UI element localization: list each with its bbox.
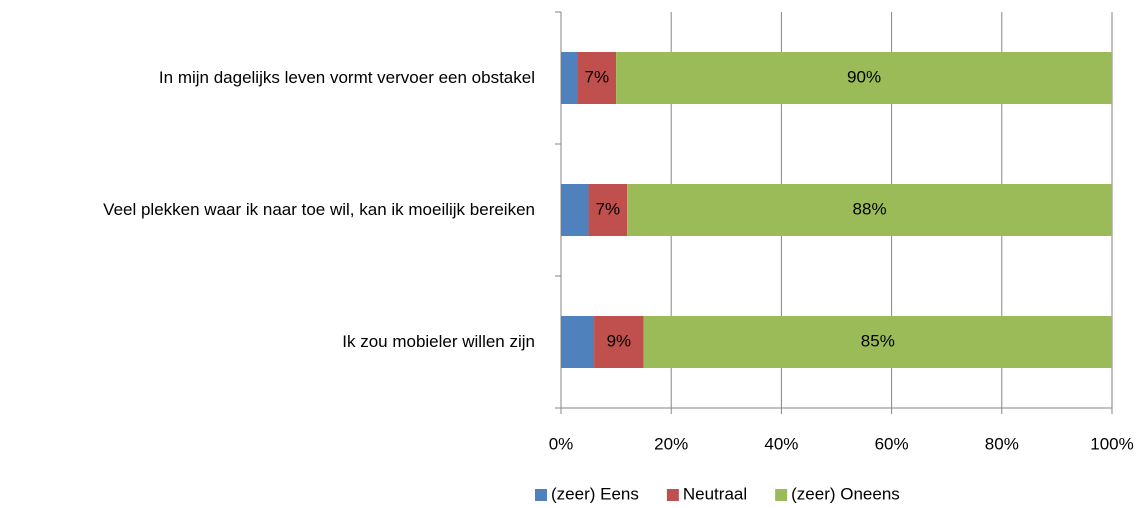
legend-swatch: [666, 489, 679, 501]
bar-segment: [627, 184, 1112, 236]
x-tick-label: 0%: [549, 434, 574, 453]
legend-label: (zeer) Oneens: [791, 484, 900, 503]
x-tick-label: 20%: [654, 434, 688, 453]
legend-label: (zeer) Eens: [551, 484, 639, 503]
x-tick-label: 60%: [875, 434, 909, 453]
x-tick-label: 40%: [764, 434, 798, 453]
bar-segment: [594, 316, 644, 368]
bar-segment: [561, 316, 595, 368]
data-label: 9%: [607, 331, 632, 350]
legend-label: Neutraal: [683, 484, 747, 503]
category-label: Veel plekken waar ik naar toe wil, kan i…: [103, 200, 535, 219]
bar-segment: [577, 52, 617, 104]
bar-segment: [616, 52, 1112, 104]
bar-segment: [588, 184, 628, 236]
data-label: 7%: [585, 67, 610, 86]
data-label: 85%: [861, 331, 895, 350]
bar-segment: [561, 184, 589, 236]
legend-swatch: [775, 489, 788, 501]
x-tick-label: 100%: [1090, 434, 1133, 453]
category-label: Ik zou mobieler willen zijn: [342, 332, 535, 351]
data-label: 7%: [596, 199, 621, 218]
data-label: 90%: [847, 67, 881, 86]
x-tick-label: 80%: [985, 434, 1019, 453]
bar-segment: [561, 52, 578, 104]
category-label: In mijn dagelijks leven vormt vervoer ee…: [158, 68, 535, 87]
bar-segment: [643, 316, 1112, 368]
legend-swatch: [535, 489, 547, 501]
data-label: 88%: [853, 199, 887, 218]
